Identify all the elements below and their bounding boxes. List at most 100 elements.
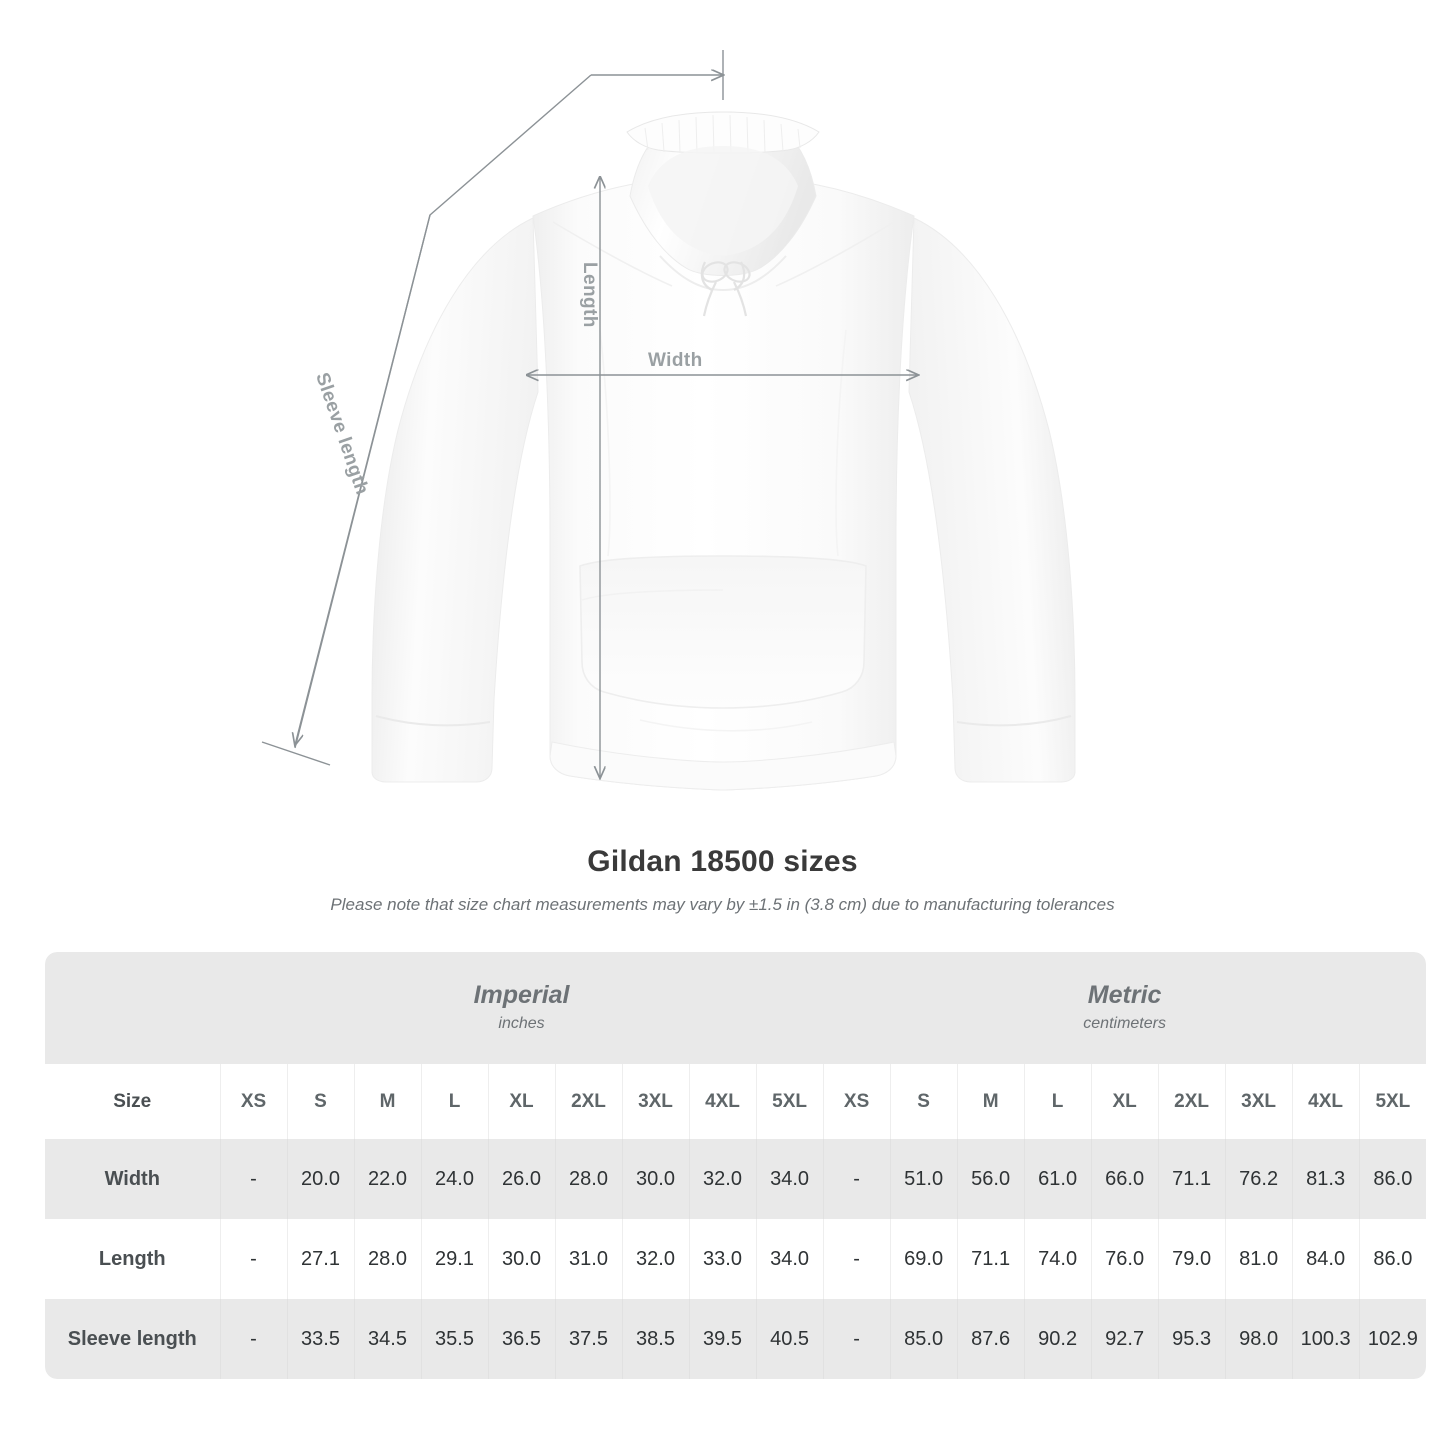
tolerance-note: Please note that size chart measurements… xyxy=(330,895,1115,914)
cell-length-metric-s: 69.0 xyxy=(889,1219,958,1299)
size-header-imperial-s: S xyxy=(286,1064,354,1139)
table-row: Length -27.1 28.0 29.1 30.0 31.0 32.0 33.0 34.0-… xyxy=(45,1219,1427,1299)
hoodie-illustration xyxy=(261,50,1076,791)
cell-sleeve-length-imperial-xs: - xyxy=(219,1299,287,1379)
cell-sleeve-length-imperial-m: 34.5 xyxy=(353,1299,421,1379)
width-dimension-label: Width xyxy=(648,350,703,371)
cell-width-imperial-2xl: 28.0 xyxy=(554,1139,622,1219)
cell-length-metric-xs: - xyxy=(822,1219,891,1299)
cell-width-imperial-xl: 26.0 xyxy=(487,1139,555,1219)
size-header-metric-2xl: 2XL xyxy=(1157,1064,1226,1139)
unit-group-row: Imperial inches Metric centimeters xyxy=(45,952,1427,1064)
cell-width-metric-xs: - xyxy=(822,1139,891,1219)
size-header-row: Size XS S M L XL 2XL 3XL 4XL 5XL XS S M L XL 2XL 3XL 4XL 5… xyxy=(45,1064,1427,1139)
size-header-imperial-4xl: 4XL xyxy=(688,1064,756,1139)
cell-length-imperial-3xl: 32.0 xyxy=(621,1219,689,1299)
cell-sleeve-length-imperial-l: 35.5 xyxy=(420,1299,488,1379)
size-table-body: Imperial inches Metric centimeters Size XS S M L… xyxy=(45,952,1427,1379)
size-header-label: Size xyxy=(45,1064,220,1139)
cell-width-metric-s: 51.0 xyxy=(889,1139,958,1219)
cell-sleeve-length-metric-3xl: 98.0 xyxy=(1224,1299,1293,1379)
unit-group-sub: centimeters xyxy=(1083,1014,1166,1032)
cell-sleeve-length-metric-4xl: 100.3 xyxy=(1291,1299,1360,1379)
size-header-metric-xl: XL xyxy=(1090,1064,1159,1139)
hoodie-art xyxy=(371,111,1076,791)
row-label-width: Width xyxy=(45,1139,220,1219)
cell-width-imperial-5xl: 34.0 xyxy=(755,1139,824,1219)
cell-width-imperial-l: 24.0 xyxy=(420,1139,488,1219)
size-header-metric-l: L xyxy=(1023,1064,1092,1139)
size-header-imperial-l: L xyxy=(420,1064,488,1139)
unit-group-imperial: Imperial inches xyxy=(220,952,824,1064)
garment-diagram: Length Width Sleeve length xyxy=(261,50,1076,791)
unit-group-name: Metric xyxy=(1087,980,1162,1009)
size-header-imperial-xs: XS xyxy=(219,1064,287,1139)
cell-length-metric-3xl: 81.0 xyxy=(1224,1219,1293,1299)
cell-length-metric-5xl: 86.0 xyxy=(1358,1219,1427,1299)
cell-sleeve-length-imperial-3xl: 38.5 xyxy=(621,1299,689,1379)
size-header-metric-xs: XS xyxy=(822,1064,891,1139)
cell-sleeve-length-imperial-2xl: 37.5 xyxy=(554,1299,622,1379)
size-header-imperial-xl: XL xyxy=(487,1064,555,1139)
cell-length-metric-xl: 76.0 xyxy=(1090,1219,1159,1299)
unit-group-name: Imperial xyxy=(473,980,570,1009)
cell-length-metric-m: 71.1 xyxy=(956,1219,1025,1299)
size-table-container: Imperial inches Metric centimeters Size XS S M L… xyxy=(45,952,1427,1379)
size-header-metric-3xl: 3XL xyxy=(1224,1064,1293,1139)
cell-sleeve-length-metric-l: 90.2 xyxy=(1023,1299,1092,1379)
unit-spacer-cell xyxy=(45,952,220,1064)
cell-length-imperial-m: 28.0 xyxy=(353,1219,421,1299)
row-label-sleeve-length: Sleeve length xyxy=(45,1299,220,1379)
table-row: Width -20.0 22.0 24.0 26.0 28.0 30.0 32.0 34.0-5… xyxy=(45,1139,1427,1219)
size-header-imperial-5xl: 5XL xyxy=(755,1064,824,1139)
size-table: Imperial inches Metric centimeters Size XS S M L… xyxy=(45,952,1427,1379)
cell-width-metric-m: 56.0 xyxy=(956,1139,1025,1219)
cell-sleeve-length-metric-2xl: 95.3 xyxy=(1157,1299,1226,1379)
cell-width-metric-3xl: 76.2 xyxy=(1224,1139,1293,1219)
unit-group-sub: inches xyxy=(498,1014,545,1032)
size-header-metric-m: M xyxy=(956,1064,1025,1139)
cell-width-imperial-3xl: 30.0 xyxy=(621,1139,689,1219)
page-title: Gildan 18500 sizes xyxy=(587,845,858,878)
table-row: Sleeve length -33.5 34.5 35.5 36.5 37.5 38.5 39… xyxy=(45,1299,1427,1379)
size-header-imperial-m: M xyxy=(353,1064,421,1139)
cell-width-metric-4xl: 81.3 xyxy=(1291,1139,1360,1219)
cell-sleeve-length-metric-s: 85.0 xyxy=(889,1299,958,1379)
size-header-metric-4xl: 4XL xyxy=(1291,1064,1360,1139)
cell-width-imperial-4xl: 32.0 xyxy=(688,1139,756,1219)
cell-length-metric-l: 74.0 xyxy=(1023,1219,1092,1299)
cell-width-imperial-s: 20.0 xyxy=(286,1139,354,1219)
cell-length-imperial-5xl: 34.0 xyxy=(755,1219,824,1299)
cell-width-imperial-xs: - xyxy=(219,1139,287,1219)
cell-sleeve-length-imperial-s: 33.5 xyxy=(286,1299,354,1379)
cell-length-metric-2xl: 79.0 xyxy=(1157,1219,1226,1299)
cell-sleeve-length-imperial-5xl: 40.5 xyxy=(755,1299,824,1379)
cell-width-metric-xl: 66.0 xyxy=(1090,1139,1159,1219)
cell-length-imperial-xl: 30.0 xyxy=(487,1219,555,1299)
size-header-metric-5xl: 5XL xyxy=(1358,1064,1427,1139)
cell-sleeve-length-imperial-xl: 36.5 xyxy=(487,1299,555,1379)
row-label-length: Length xyxy=(45,1219,220,1299)
cell-length-imperial-2xl: 31.0 xyxy=(554,1219,622,1299)
cell-length-imperial-l: 29.1 xyxy=(420,1219,488,1299)
cell-width-imperial-m: 22.0 xyxy=(353,1139,421,1219)
cell-length-imperial-s: 27.1 xyxy=(286,1219,354,1299)
title-block: Gildan 18500 sizes Please note that size… xyxy=(0,845,1445,915)
unit-group-metric: Metric centimeters xyxy=(823,952,1427,1064)
cell-sleeve-length-metric-xl: 92.7 xyxy=(1090,1299,1159,1379)
sleeve-bottom-tick xyxy=(261,741,331,766)
sleeve-length-arrow xyxy=(295,214,431,745)
cell-sleeve-length-metric-5xl: 102.9 xyxy=(1358,1299,1427,1379)
cell-sleeve-length-metric-m: 87.6 xyxy=(956,1299,1025,1379)
cell-sleeve-length-imperial-4xl: 39.5 xyxy=(688,1299,756,1379)
size-header-imperial-3xl: 3XL xyxy=(621,1064,689,1139)
length-dimension-label: Length xyxy=(579,262,600,328)
size-header-imperial-2xl: 2XL xyxy=(554,1064,622,1139)
cell-width-metric-2xl: 71.1 xyxy=(1157,1139,1226,1219)
cell-length-metric-4xl: 84.0 xyxy=(1291,1219,1360,1299)
size-header-metric-s: S xyxy=(889,1064,958,1139)
measurement-annotations xyxy=(261,50,918,778)
cell-length-imperial-4xl: 33.0 xyxy=(688,1219,756,1299)
cell-length-imperial-xs: - xyxy=(219,1219,287,1299)
